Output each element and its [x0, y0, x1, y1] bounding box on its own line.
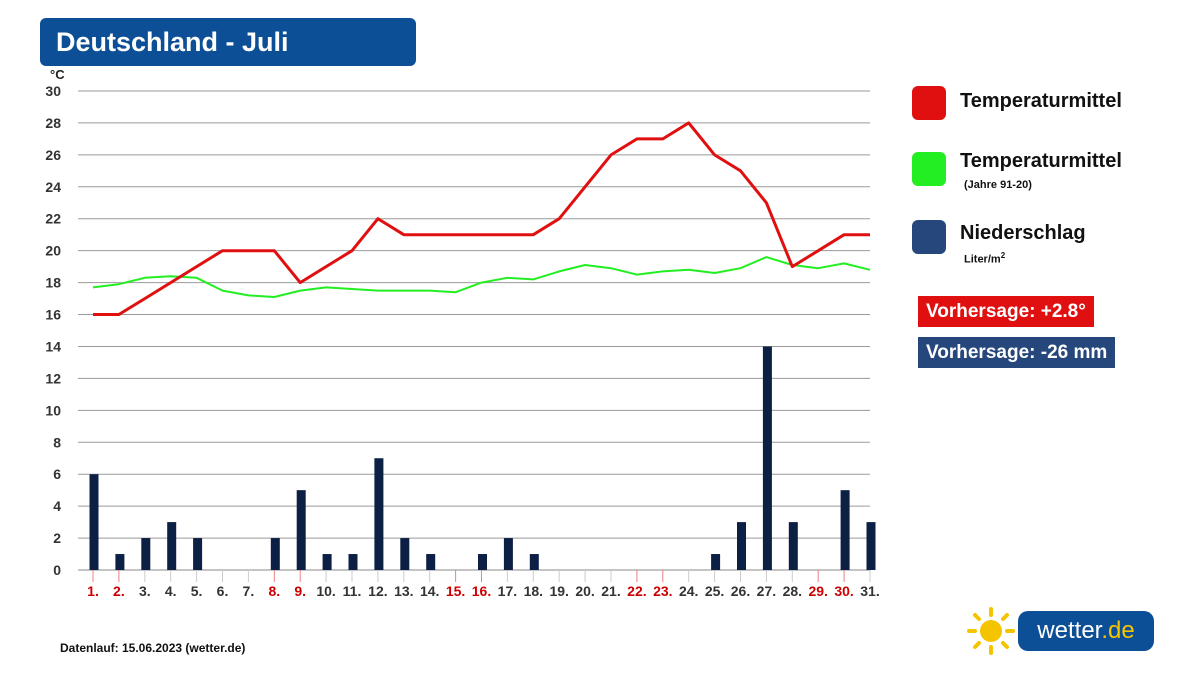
precip-bar — [840, 490, 850, 570]
y-tick-label: 26 — [45, 147, 61, 163]
x-tick-label: 20. — [575, 583, 594, 599]
precip-bar — [296, 490, 306, 570]
y-tick-label: 20 — [45, 243, 61, 259]
x-tick-label: 11. — [343, 583, 362, 599]
x-tick-label: 9. — [294, 583, 306, 599]
x-tick-label: 12. — [368, 583, 387, 599]
y-tick-label: 24 — [45, 179, 61, 195]
precip-bar — [426, 554, 436, 570]
legend-precip-sub: Liter/m2 — [964, 251, 1006, 266]
precip-bar — [141, 538, 151, 570]
y-axis-unit: °C — [50, 67, 65, 82]
precip-bar — [89, 474, 99, 570]
y-tick-label: 2 — [53, 530, 61, 546]
precip-bar — [400, 538, 410, 570]
precip-bar — [503, 538, 513, 570]
footer-datenlauf: Datenlauf: 15.06.2023 (wetter.de) — [60, 641, 246, 655]
x-tick-label: 16. — [472, 583, 491, 599]
x-tick-label: 31. — [860, 583, 879, 599]
temp-line — [93, 121, 870, 316]
legend-temp-swatch — [912, 86, 946, 120]
precip-bar — [322, 554, 332, 570]
y-tick-label: 28 — [45, 115, 61, 131]
y-tick-label: 22 — [45, 211, 61, 227]
y-tick-label: 6 — [53, 466, 61, 482]
x-tick-label: 8. — [268, 583, 280, 599]
x-tick-label: 19. — [549, 583, 568, 599]
legend-normal-sub: (Jahre 91-20) — [964, 179, 1032, 191]
precip-bar — [762, 346, 772, 570]
precip-bar — [167, 522, 177, 570]
legend-precip-label: Niederschlag — [960, 222, 1086, 244]
x-tick-label: 10. — [316, 583, 335, 599]
y-tick-label: 4 — [53, 498, 61, 514]
page-title: Deutschland - Juli — [56, 27, 289, 57]
x-tick-label: 27. — [757, 583, 776, 599]
legend-normal-label: Temperaturmittel — [960, 150, 1122, 172]
x-tick-label: 18. — [524, 583, 543, 599]
precip-bar — [711, 554, 721, 570]
x-tick-label: 30. — [834, 583, 853, 599]
x-tick-label: 5. — [191, 583, 203, 599]
logo-text-suffix: .de — [1101, 617, 1135, 644]
precip-bar — [478, 554, 487, 570]
y-tick-label: 10 — [45, 402, 61, 418]
x-tick-label: 15. — [446, 583, 465, 599]
legend-normal-swatch — [912, 152, 946, 186]
wetter-logo: wetter.de — [966, 606, 1156, 656]
y-tick-label: 8 — [53, 434, 61, 450]
logo-text-main: wetter — [1037, 617, 1102, 644]
y-tick-label: 30 — [45, 83, 61, 99]
precip-bar — [270, 538, 280, 570]
x-tick-label: 13. — [394, 583, 413, 599]
precip-bar — [788, 522, 798, 570]
x-tick-label: 28. — [783, 583, 802, 599]
x-tick-label: 26. — [731, 583, 750, 599]
y-tick-label: 18 — [45, 275, 61, 291]
y-tick-label: 16 — [45, 307, 61, 323]
precip-bar — [737, 522, 746, 570]
title-banner: Deutschland - Juli — [40, 18, 416, 66]
logo-wordmark: wetter.de — [1018, 611, 1154, 651]
y-tick-label: 14 — [45, 338, 61, 354]
temp-forecast-badge: Vorhersage: +2.8° — [918, 296, 1094, 327]
x-tick-label: 17. — [498, 583, 517, 599]
precip-bar — [374, 458, 384, 570]
x-tick-label: 14. — [420, 583, 439, 599]
x-tick-label: 3. — [139, 583, 151, 599]
precip-bar — [348, 554, 358, 570]
precip-bar — [115, 554, 125, 570]
x-tick-label: 6. — [217, 583, 229, 599]
x-tick-label: 25. — [705, 583, 724, 599]
x-tick-label: 21. — [601, 583, 620, 599]
x-tick-label: 4. — [165, 583, 177, 599]
precip-bar — [866, 522, 876, 570]
precip-forecast-badge: Vorhersage: -26 mm — [918, 337, 1116, 368]
y-tick-label: 12 — [45, 370, 61, 386]
x-tick-label: 22. — [627, 583, 646, 599]
y-tick-label: 0 — [53, 562, 61, 578]
x-tick-label: 24. — [679, 583, 698, 599]
precip-bar — [193, 538, 203, 570]
legend-temp-label: Temperaturmittel — [960, 90, 1122, 112]
x-tick-label: 7. — [243, 583, 255, 599]
precip-bar — [529, 554, 539, 570]
normal-temp-line — [92, 256, 871, 298]
x-tick-label: 1. — [87, 583, 99, 599]
legend-precip-swatch — [912, 220, 946, 254]
x-tick-label: 2. — [113, 583, 125, 599]
x-tick-label: 23. — [653, 583, 672, 599]
x-tick-label: 29. — [808, 583, 827, 599]
sun-logo-icon — [967, 607, 1015, 655]
